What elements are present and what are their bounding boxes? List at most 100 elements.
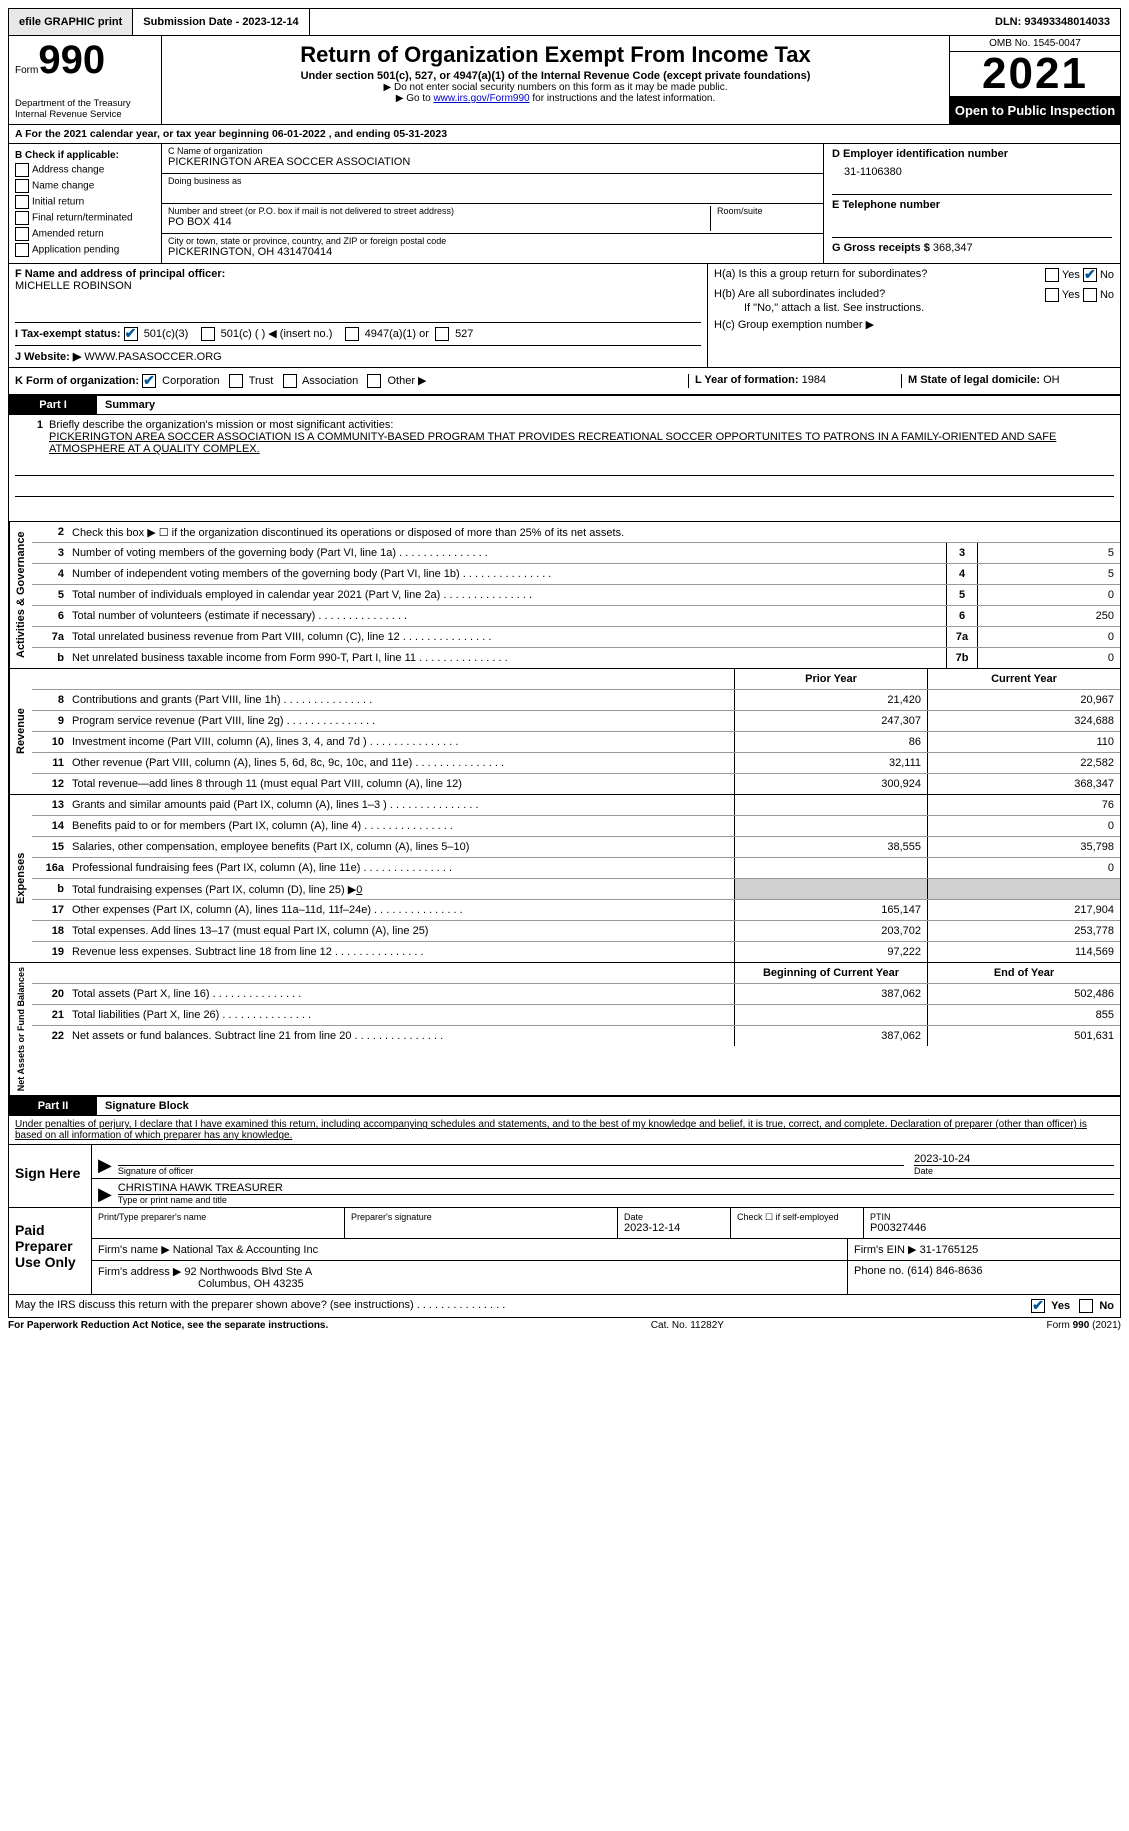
org-name-label: C Name of organization	[168, 146, 817, 156]
head-begin: Beginning of Current Year	[734, 963, 927, 983]
head-prior: Prior Year	[734, 669, 927, 689]
cb-501c[interactable]	[201, 327, 215, 341]
mission-blank1	[15, 455, 1114, 476]
mission-blank3	[15, 497, 1114, 517]
hb-yes[interactable]	[1045, 288, 1059, 302]
line16a-curr: 0	[927, 858, 1120, 878]
sign-here-label: Sign Here	[9, 1145, 92, 1207]
line20-curr: 502,486	[927, 984, 1120, 1004]
line11-curr: 22,582	[927, 753, 1120, 773]
state-domicile: OH	[1043, 374, 1060, 386]
name-column: C Name of organization PICKERINGTON AREA…	[162, 144, 823, 263]
ha-yes[interactable]	[1045, 268, 1059, 282]
line18-text: Total expenses. Add lines 13–17 (must eq…	[68, 923, 734, 939]
netassets-section: Net Assets or Fund Balances Beginning of…	[8, 963, 1121, 1096]
firm-addr2: Columbus, OH 43235	[198, 1278, 304, 1290]
prep-check-label: Check ☐ if self-employed	[737, 1212, 857, 1223]
form-header: Form990 Department of the Treasury Inter…	[8, 36, 1121, 125]
opt-501c: 501(c) ( ) ◀ (insert no.)	[221, 328, 333, 340]
form-note-2: ▶ Go to www.irs.gov/Form990 for instruct…	[170, 93, 941, 104]
opt-trust: Trust	[249, 375, 274, 387]
officer-name: MICHELLE ROBINSON	[15, 280, 701, 292]
check-final[interactable]: Final return/terminated	[15, 211, 155, 225]
head-end: End of Year	[927, 963, 1120, 983]
cb-527[interactable]	[435, 327, 449, 341]
line5-text: Total number of individuals employed in …	[68, 587, 946, 603]
line21-curr: 855	[927, 1005, 1120, 1025]
line14-curr: 0	[927, 816, 1120, 836]
hb-no[interactable]	[1083, 288, 1097, 302]
line13-curr: 76	[927, 795, 1120, 815]
dln-label: DLN: 93493348014033	[985, 9, 1120, 35]
hb-note: If "No," attach a list. See instructions…	[714, 302, 1114, 314]
footer-mid: Cat. No. 11282Y	[651, 1320, 724, 1331]
mission-num: 1	[15, 419, 49, 455]
note2-post: for instructions and the latest informat…	[530, 93, 716, 104]
cb-assoc[interactable]	[283, 374, 297, 388]
cb-4947[interactable]	[345, 327, 359, 341]
line12-prior: 300,924	[734, 774, 927, 794]
line12-curr: 368,347	[927, 774, 1120, 794]
efile-print-button[interactable]: efile GRAPHIC print	[9, 9, 133, 35]
line3-text: Number of voting members of the governin…	[68, 545, 946, 561]
line8-curr: 20,967	[927, 690, 1120, 710]
check-address[interactable]: Address change	[15, 163, 155, 177]
line14-text: Benefits paid to or for members (Part IX…	[68, 818, 734, 834]
cb-501c3[interactable]	[124, 327, 138, 341]
part1-title: Summary	[97, 396, 1120, 414]
officer-block: F Name and address of principal officer:…	[9, 264, 708, 367]
part2-title: Signature Block	[97, 1097, 1120, 1115]
line22-prior: 387,062	[734, 1026, 927, 1046]
ha-no[interactable]	[1083, 268, 1097, 282]
top-bar: efile GRAPHIC print Submission Date - 20…	[8, 8, 1121, 36]
line13-text: Grants and similar amounts paid (Part IX…	[68, 797, 734, 813]
ha-label: H(a) Is this a group return for subordin…	[714, 268, 927, 282]
gross-value: 368,347	[933, 242, 973, 254]
hb-label: H(b) Are all subordinates included?	[714, 288, 885, 302]
check-column: B Check if applicable: Address change Na…	[9, 144, 162, 263]
discuss-yes[interactable]	[1031, 1299, 1045, 1313]
check-pending[interactable]: Application pending	[15, 243, 155, 257]
line5-val: 0	[977, 585, 1120, 605]
city-value: PICKERINGTON, OH 431470414	[168, 246, 817, 258]
cb-corp[interactable]	[142, 374, 156, 388]
prep-date: 2023-12-14	[624, 1222, 724, 1234]
officer-row: F Name and address of principal officer:…	[8, 264, 1121, 368]
sig-name-label: Type or print name and title	[118, 1195, 1114, 1205]
part1-tab: Part I	[9, 396, 97, 414]
opt-4947: 4947(a)(1) or	[365, 328, 429, 340]
discuss-no[interactable]	[1079, 1299, 1093, 1313]
website-label: J Website: ▶	[15, 351, 81, 363]
check-amended[interactable]: Amended return	[15, 227, 155, 241]
line16a-text: Professional fundraising fees (Part IX, …	[68, 860, 734, 876]
line19-curr: 114,569	[927, 942, 1120, 962]
revenue-section: Revenue Prior YearCurrent Year 8Contribu…	[8, 669, 1121, 795]
sig-line[interactable]	[118, 1147, 904, 1166]
line9-text: Program service revenue (Part VIII, line…	[68, 713, 734, 729]
mission-block: 1 Briefly describe the organization's mi…	[8, 415, 1121, 522]
line4-text: Number of independent voting members of …	[68, 566, 946, 582]
hc-label: H(c) Group exemption number ▶	[714, 318, 1114, 331]
irs-link[interactable]: www.irs.gov/Form990	[433, 93, 529, 104]
line7a-text: Total unrelated business revenue from Pa…	[68, 629, 946, 645]
tax-status-label: I Tax-exempt status:	[15, 328, 121, 340]
prep-print-label: Print/Type preparer's name	[98, 1212, 338, 1222]
topbar-spacer	[310, 9, 985, 35]
ein-label: D Employer identification number	[832, 148, 1112, 160]
check-initial[interactable]: Initial return	[15, 195, 155, 209]
prep-sig-label: Preparer's signature	[351, 1212, 611, 1222]
cb-trust[interactable]	[229, 374, 243, 388]
check-name[interactable]: Name change	[15, 179, 155, 193]
firm-name: National Tax & Accounting Inc	[173, 1244, 318, 1256]
firm-phone-label: Phone no.	[854, 1265, 904, 1277]
sig-officer-label: Signature of officer	[118, 1166, 904, 1176]
sign-here-block: Sign Here ▶ Signature of officer 2023-10…	[8, 1145, 1121, 1208]
line11-prior: 32,111	[734, 753, 927, 773]
netassets-label: Net Assets or Fund Balances	[9, 963, 32, 1095]
line15-prior: 38,555	[734, 837, 927, 857]
section-bcd: B Check if applicable: Address change Na…	[8, 144, 1121, 264]
cb-other[interactable]	[367, 374, 381, 388]
opt-501c3: 501(c)(3)	[144, 328, 189, 340]
addr-label: Number and street (or P.O. box if mail i…	[168, 206, 710, 216]
line17-text: Other expenses (Part IX, column (A), lin…	[68, 902, 734, 918]
